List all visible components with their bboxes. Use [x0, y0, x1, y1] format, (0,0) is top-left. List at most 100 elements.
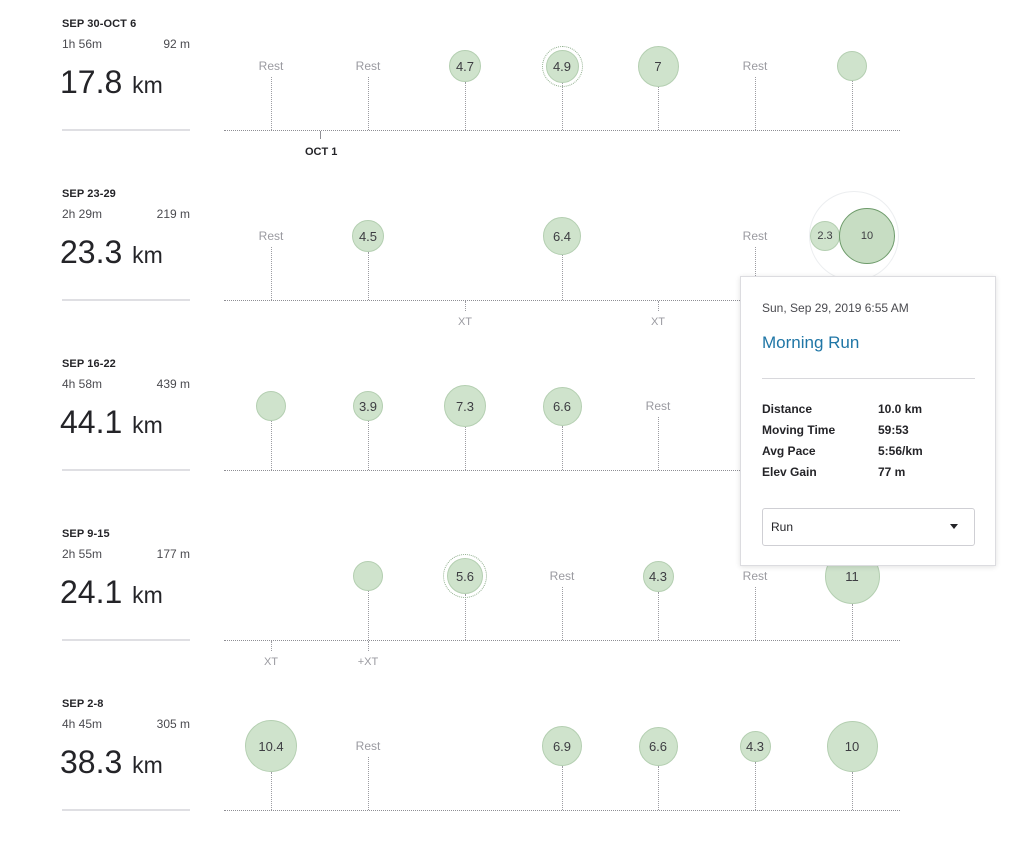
day-stem: [271, 247, 272, 300]
week-elevation: 439 m: [156, 377, 190, 391]
day-stem: [755, 761, 756, 810]
week-distance: 38.3 km: [60, 744, 163, 781]
week-distance: 17.8 km: [60, 64, 163, 101]
week-elevation: 92 m: [163, 37, 190, 51]
activity-bubble[interactable]: 6.6: [638, 726, 678, 766]
xt-stem: [368, 641, 369, 651]
activity-title-link[interactable]: Morning Run: [762, 333, 860, 352]
stat-value: 5:56/km: [878, 444, 923, 458]
week-distance-value: 17.8: [60, 64, 123, 100]
popup-divider: [762, 378, 975, 379]
week-label: SEP 9-15: [62, 528, 110, 540]
stat-row: Avg Pace 5:56/km: [762, 444, 923, 465]
week-distance: 24.1 km: [60, 574, 163, 611]
month-label: OCT 1: [305, 146, 338, 158]
week-row: SEP 23-29 2h 29m 219 m 23.3 km Rest 4.5 6.…: [0, 170, 1024, 340]
stat-value: 77 m: [878, 465, 906, 479]
activity-bubble[interactable]: 4.7: [449, 50, 481, 82]
week-distance: 23.3 km: [60, 234, 163, 271]
day-stem: [658, 417, 659, 470]
activity-bubble[interactable]: [256, 391, 286, 421]
week-baseline: [224, 300, 900, 301]
day-stem: [562, 425, 563, 470]
rest-day-label: Rest: [645, 399, 671, 413]
day-stem: [562, 82, 563, 130]
activity-bubble-selected[interactable]: 10: [839, 208, 895, 264]
stat-row: Moving Time 59:53: [762, 423, 923, 444]
day-stem: [368, 591, 369, 640]
week-label: SEP 16-22: [62, 358, 116, 370]
activity-bubble[interactable]: 6.4: [543, 217, 581, 255]
week-baseline: [224, 640, 900, 641]
activity-bubble[interactable]: [837, 51, 867, 81]
activity-stats: Distance 10.0 km Moving Time 59:53 Avg P…: [762, 402, 923, 486]
week-moving-time: 4h 45m: [62, 717, 103, 731]
xt-stem: [465, 301, 466, 311]
rest-day-label: Rest: [258, 229, 284, 243]
day-stem: [465, 82, 466, 130]
day-stem: [271, 421, 272, 470]
activity-bubble[interactable]: 4.3: [739, 730, 771, 762]
day-stem: [562, 766, 563, 810]
activity-bubble[interactable]: 3.9: [353, 391, 383, 421]
activity-bubble[interactable]: 6.6: [542, 386, 582, 426]
week-elevation: 305 m: [156, 717, 190, 731]
week-row: SEP 9-15 2h 55m 177 m 24.1 km 5.6 Rest 4.3…: [0, 510, 1024, 680]
day-stem: [465, 427, 466, 470]
week-label: SEP 2-8: [62, 698, 104, 710]
activity-bubble[interactable]: 4.3: [642, 560, 674, 592]
activity-bubble[interactable]: 10: [826, 720, 878, 772]
day-stem: [658, 765, 659, 810]
activity-type-value: Run: [771, 520, 794, 534]
stat-value: 59:53: [878, 423, 909, 437]
activity-bubble[interactable]: 4.5: [352, 220, 384, 252]
day-stem: [658, 86, 659, 130]
week-distance-value: 38.3: [60, 744, 123, 780]
activity-bubble[interactable]: 7: [637, 45, 679, 87]
day-stem: [755, 587, 756, 640]
week-distance-unit: km: [132, 752, 163, 778]
week-distance-value: 23.3: [60, 234, 123, 270]
day-stem: [755, 247, 756, 300]
activity-bubble[interactable]: 4.9: [545, 49, 579, 83]
activity-bubble[interactable]: 10.4: [245, 720, 297, 772]
week-divider: [62, 299, 190, 301]
day-stem: [271, 772, 272, 810]
xt-stem: [271, 641, 272, 651]
rest-day-label: Rest: [258, 59, 284, 73]
week-moving-time: 4h 58m: [62, 377, 103, 391]
day-stem: [562, 587, 563, 640]
day-stem: [271, 77, 272, 130]
day-stem: [852, 603, 853, 640]
cross-training-label: XT: [263, 656, 279, 668]
week-baseline: [224, 810, 900, 811]
week-moving-time: 1h 56m: [62, 37, 103, 51]
stat-value: 10.0 km: [878, 402, 923, 416]
rest-day-label: Rest: [355, 59, 381, 73]
stat-label: Moving Time: [762, 423, 836, 437]
week-row: SEP 30-OCT 6 1h 56m 92 m 17.8 km Rest Res…: [0, 0, 1024, 170]
activity-bubble[interactable]: 2.3: [810, 221, 840, 251]
cross-training-label: +XT: [357, 656, 379, 668]
week-divider: [62, 809, 190, 811]
cross-training-label: XT: [457, 316, 473, 328]
rest-day-label: Rest: [549, 569, 575, 583]
day-stem: [562, 255, 563, 300]
activity-bubble[interactable]: [353, 561, 383, 591]
week-divider: [62, 469, 190, 471]
activity-bubble[interactable]: 5.6: [447, 558, 483, 594]
week-elevation: 219 m: [156, 207, 190, 221]
week-row: SEP 2-8 4h 45m 305 m 38.3 km 10.4 Rest 6.9…: [0, 680, 1024, 850]
week-distance-unit: km: [132, 72, 163, 98]
activity-bubble[interactable]: 6.9: [542, 726, 582, 766]
activity-type-select[interactable]: Run: [762, 508, 975, 546]
stat-row: Distance 10.0 km: [762, 402, 923, 423]
rest-day-label: Rest: [742, 569, 768, 583]
day-stem: [368, 421, 369, 470]
week-distance-unit: km: [132, 582, 163, 608]
week-baseline: [224, 130, 900, 131]
week-divider: [62, 639, 190, 641]
activity-popup: Sun, Sep 29, 2019 6:55 AM Morning Run Di…: [740, 276, 996, 566]
day-stem: [368, 757, 369, 810]
activity-bubble[interactable]: 7.3: [444, 385, 486, 427]
